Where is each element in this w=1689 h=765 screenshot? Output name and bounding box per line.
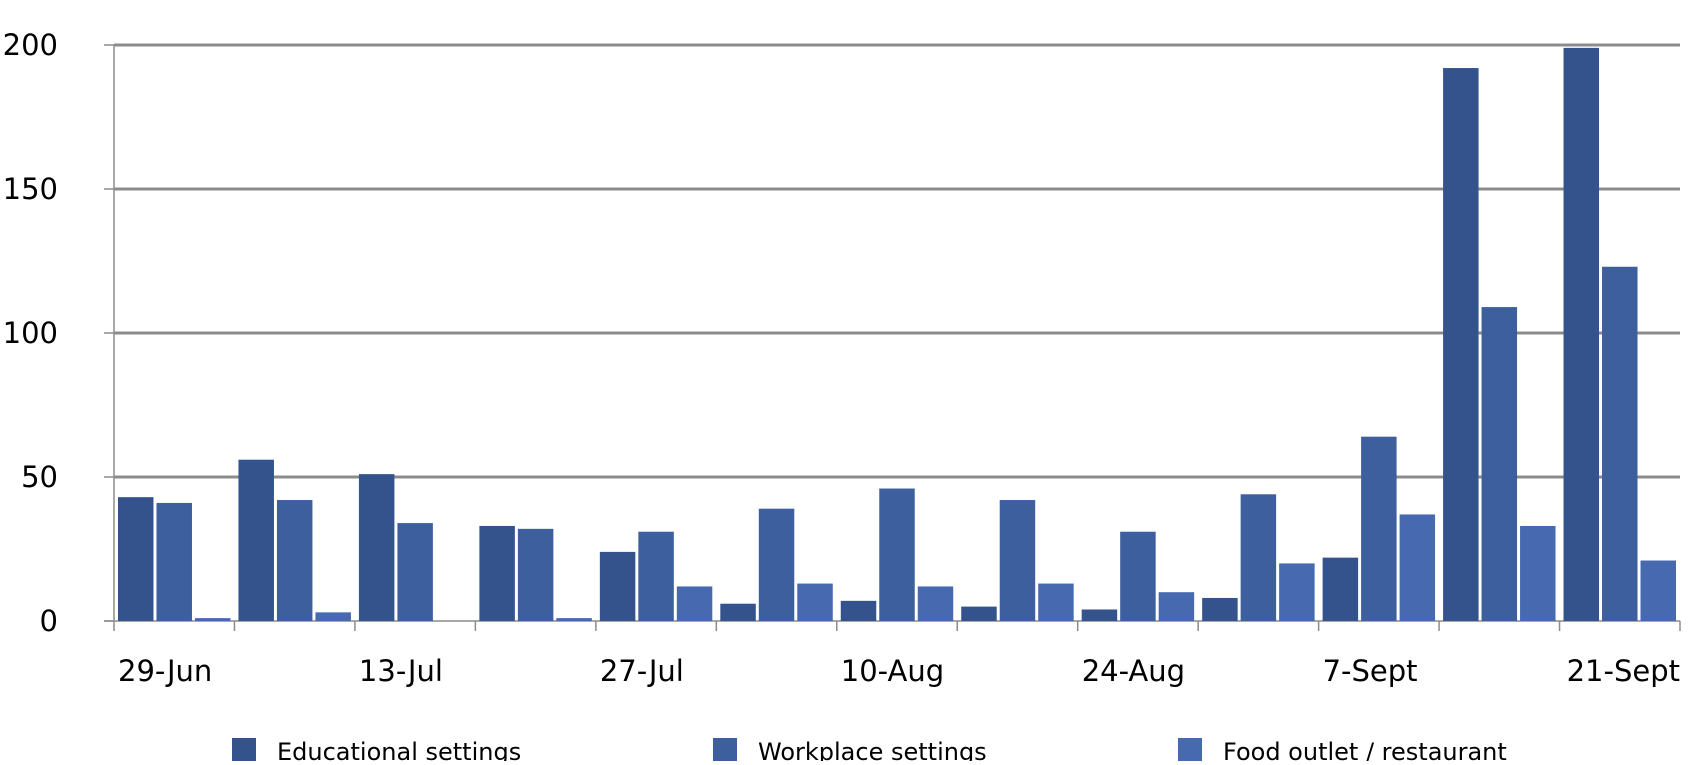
- legend-item: Educational settings: [232, 738, 521, 765]
- legend-swatch: [713, 738, 737, 762]
- bar-workplace-settings-31-aug: [1240, 494, 1277, 621]
- bar-educational-settings-21-sept: [1563, 47, 1600, 621]
- bar-workplace-settings-21-sept: [1602, 266, 1638, 621]
- bar-workplace-settings-20-jul: [517, 528, 554, 621]
- x-tick-label: 10-Aug: [841, 654, 944, 688]
- bar-workplace-settings-6-jul: [276, 500, 313, 621]
- bar-educational-settings-27-jul: [599, 551, 636, 621]
- bar-workplace-settings-29-jun: [156, 502, 192, 621]
- legend-item: Workplace settings: [713, 738, 987, 765]
- legend: Educational settings Workplace settings Fo…: [232, 738, 1507, 765]
- bar-educational-settings-29-jun: [118, 497, 154, 621]
- bar-food-outlet-restaurant-20-jul: [556, 618, 592, 621]
- bar-food-outlet-restaurant-21-sept: [1640, 560, 1676, 621]
- x-axis-ticks: 29-Jun 13-Jul 27-Jul 10-Aug 24-Aug 7-Sept 21-S…: [118, 654, 1680, 688]
- bar-workplace-settings-3-aug: [758, 508, 795, 621]
- bar-educational-settings-6-jul: [238, 459, 274, 621]
- bar-educational-settings-7-sept: [1322, 557, 1359, 621]
- legend-label: Educational settings: [277, 738, 521, 761]
- legend-label: Food outlet / restaurant: [1223, 738, 1507, 761]
- bar-food-outlet-restaurant-10-aug: [917, 586, 954, 621]
- y-tick-label: 200: [3, 28, 58, 62]
- x-tick-label: 7-Sept: [1323, 654, 1418, 688]
- legend-swatch: [1178, 738, 1202, 762]
- legend-label: Workplace settings: [758, 738, 987, 761]
- bar-workplace-settings-14-sept: [1481, 307, 1518, 621]
- y-tick-label: 50: [21, 460, 58, 494]
- bar-educational-settings-17-aug: [961, 606, 997, 621]
- bar-workplace-settings-27-jul: [638, 531, 674, 621]
- x-tick-label: 13-Jul: [359, 654, 443, 688]
- bar-educational-settings-14-sept: [1443, 68, 1479, 622]
- x-tick-label: 24-Aug: [1082, 654, 1185, 688]
- bar-educational-settings-10-aug: [840, 600, 877, 621]
- bar-food-outlet-restaurant-14-sept: [1520, 525, 1556, 621]
- bar-workplace-settings-7-sept: [1361, 436, 1397, 621]
- bar-educational-settings-13-jul: [358, 474, 395, 621]
- bar-educational-settings-3-aug: [720, 603, 756, 621]
- x-tick-label: 29-Jun: [118, 654, 212, 688]
- bar-workplace-settings-17-aug: [999, 500, 1036, 621]
- bar-food-outlet-restaurant-7-sept: [1399, 514, 1436, 621]
- bar-educational-settings-31-aug: [1202, 597, 1238, 621]
- bars: [118, 47, 1676, 622]
- x-tick-label: 27-Jul: [600, 654, 684, 688]
- bar-educational-settings-20-jul: [479, 525, 515, 621]
- legend-swatch: [232, 738, 256, 762]
- y-axis-ticks: 0 50 100 150 200: [3, 28, 58, 638]
- bar-food-outlet-restaurant-31-aug: [1279, 563, 1315, 621]
- bar-food-outlet-restaurant-17-aug: [1038, 583, 1074, 621]
- legend-item: Food outlet / restaurant: [1178, 738, 1507, 765]
- bar-workplace-settings-24-aug: [1120, 531, 1156, 621]
- bar-food-outlet-restaurant-29-jun: [194, 618, 231, 621]
- bar-workplace-settings-10-aug: [879, 488, 915, 621]
- bar-food-outlet-restaurant-3-aug: [797, 583, 833, 621]
- y-tick-label: 0: [40, 604, 58, 638]
- y-tick-label: 150: [3, 172, 58, 206]
- bar-food-outlet-restaurant-24-aug: [1158, 592, 1195, 621]
- x-tick-label: 21-Sept: [1567, 654, 1680, 688]
- y-tick-label: 100: [3, 316, 58, 350]
- gridlines: [114, 43, 1680, 479]
- bar-food-outlet-restaurant-6-jul: [315, 612, 351, 621]
- bar-food-outlet-restaurant-27-jul: [676, 586, 713, 621]
- bar-workplace-settings-13-jul: [397, 523, 433, 621]
- bar-educational-settings-24-aug: [1081, 609, 1118, 621]
